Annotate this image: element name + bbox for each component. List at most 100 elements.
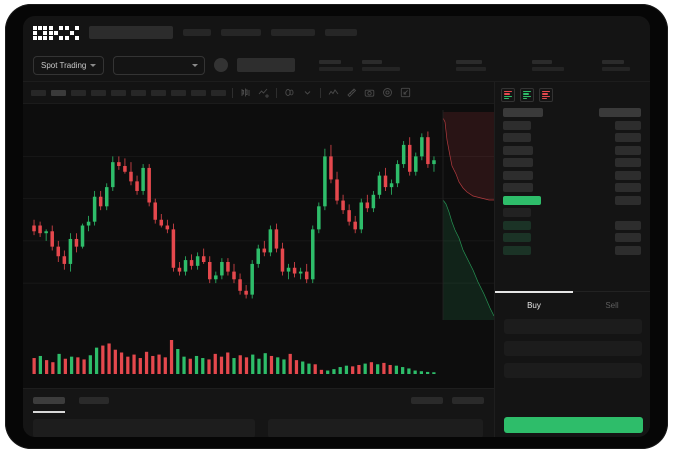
bottom-actions xyxy=(411,397,484,404)
orderbook-view-modes xyxy=(495,82,650,102)
bottom-action-1[interactable] xyxy=(411,397,443,404)
orderbook-row[interactable] xyxy=(495,170,650,180)
orderbook-row[interactable] xyxy=(495,120,650,130)
order-price-field[interactable] xyxy=(504,319,642,334)
nav-item-trade[interactable] xyxy=(183,29,211,36)
line-chart-icon[interactable] xyxy=(327,86,340,99)
orderbook-mode-asks[interactable] xyxy=(539,88,553,102)
orderbook-row[interactable] xyxy=(495,133,650,142)
timeframe-5m[interactable] xyxy=(51,89,66,96)
search-input[interactable] xyxy=(89,26,173,39)
orderbook-cell-price xyxy=(503,245,531,255)
orderbook-row[interactable] xyxy=(495,108,650,117)
tab-open-orders[interactable] xyxy=(33,397,65,404)
chevron-down-icon[interactable] xyxy=(301,86,314,99)
timeframe-more[interactable] xyxy=(211,89,226,96)
orderbook-mode-bids[interactable] xyxy=(520,88,534,102)
order-total-field[interactable] xyxy=(504,363,642,378)
orderbook-cell-price xyxy=(503,120,531,130)
stat-24h-high xyxy=(456,59,487,71)
orderbook-cell-amount xyxy=(615,245,641,255)
order-book[interactable] xyxy=(495,108,650,283)
orderbook-cell-amount xyxy=(615,133,641,142)
compare-icon[interactable] xyxy=(283,86,296,99)
volume-chart[interactable] xyxy=(23,326,494,388)
top-navigation-bar xyxy=(23,16,650,49)
orderbook-cell-amount xyxy=(615,195,641,205)
bottom-action-2[interactable] xyxy=(452,397,484,404)
stat-24h-change xyxy=(362,59,401,71)
ruler-icon[interactable] xyxy=(345,86,358,99)
tab-sell[interactable]: Sell xyxy=(573,292,650,319)
bottom-cards xyxy=(33,419,483,437)
indicators-icon[interactable] xyxy=(257,86,270,99)
orderbook-cell-amount xyxy=(615,170,641,180)
orderbook-cell-price xyxy=(503,195,541,205)
orderbook-row[interactable] xyxy=(495,183,650,192)
okx-logo[interactable] xyxy=(33,25,79,40)
orderbook-cell-price xyxy=(503,145,533,155)
nav-item-earn[interactable] xyxy=(271,29,315,36)
timeframe-15m[interactable] xyxy=(71,89,86,96)
orderbook-row[interactable] xyxy=(495,158,650,167)
orderbook-row[interactable] xyxy=(495,245,650,255)
timeframe-1d[interactable] xyxy=(151,89,166,96)
bottom-tabs xyxy=(23,389,494,413)
order-amount-field[interactable] xyxy=(504,341,642,356)
tab-order-history[interactable] xyxy=(79,397,109,404)
orderbook-row[interactable] xyxy=(495,145,650,155)
toolbar-divider xyxy=(276,87,277,98)
orderbook-cell-price xyxy=(503,183,533,192)
orderbook-cell-amount xyxy=(615,220,641,230)
orderbook-cell-price xyxy=(503,170,533,180)
pair-avatar xyxy=(214,58,229,72)
order-form xyxy=(495,319,650,385)
candlestick-svg xyxy=(23,110,494,320)
orderbook-cell-price xyxy=(503,158,533,167)
pair-select-dropdown[interactable] xyxy=(113,55,206,75)
trading-mode-select[interactable]: Spot Trading xyxy=(33,55,105,75)
timeframe-1m[interactable] xyxy=(31,89,46,96)
orderbook-row[interactable] xyxy=(495,233,650,242)
timeframe-1w[interactable] xyxy=(171,89,186,96)
order-panel: Buy Sell xyxy=(494,82,650,437)
timeframe-1M[interactable] xyxy=(191,89,206,96)
price-chart[interactable] xyxy=(23,104,494,326)
submit-order-button[interactable] xyxy=(504,417,643,433)
bottom-card-2[interactable] xyxy=(268,419,483,437)
tab-sell-label: Sell xyxy=(605,301,619,310)
logo-glyph-k xyxy=(49,25,63,40)
timeframe-30m[interactable] xyxy=(91,89,106,96)
tab-buy[interactable]: Buy xyxy=(495,291,573,319)
chevron-down-icon xyxy=(192,63,199,67)
candlestick-icon[interactable] xyxy=(239,86,252,99)
bottom-panel xyxy=(23,388,494,437)
orderbook-cell-amount xyxy=(615,183,641,192)
buy-sell-tabs: Buy Sell xyxy=(495,291,650,319)
nav-item-markets[interactable] xyxy=(221,29,261,36)
timeframe-4h[interactable] xyxy=(131,89,146,96)
orderbook-cell-price xyxy=(503,220,531,230)
timeframe-1h[interactable] xyxy=(111,89,126,96)
logo-glyph-o xyxy=(33,25,47,40)
settings-icon[interactable] xyxy=(381,86,394,99)
app-screen: Spot Trading xyxy=(23,16,650,437)
orderbook-cell-amount xyxy=(615,145,641,155)
orderbook-cell-amount xyxy=(615,120,641,130)
bottom-card-1[interactable] xyxy=(33,419,255,437)
nav-item-more[interactable] xyxy=(325,29,357,36)
orderbook-cell-amount xyxy=(615,233,641,242)
last-price-value xyxy=(237,58,296,72)
tab-buy-label: Buy xyxy=(527,301,541,310)
device-bezel: Spot Trading xyxy=(5,4,668,449)
toolbar-divider xyxy=(232,87,233,98)
fullscreen-icon[interactable] xyxy=(399,86,412,99)
camera-icon[interactable] xyxy=(363,86,376,99)
orderbook-row[interactable] xyxy=(495,220,650,230)
orderbook-mode-both[interactable] xyxy=(501,88,515,102)
orderbook-cell-price xyxy=(503,233,531,242)
stat-24h-low xyxy=(532,59,565,71)
orderbook-row[interactable] xyxy=(495,195,650,205)
orderbook-row[interactable] xyxy=(495,208,650,217)
volume-svg xyxy=(32,340,436,374)
